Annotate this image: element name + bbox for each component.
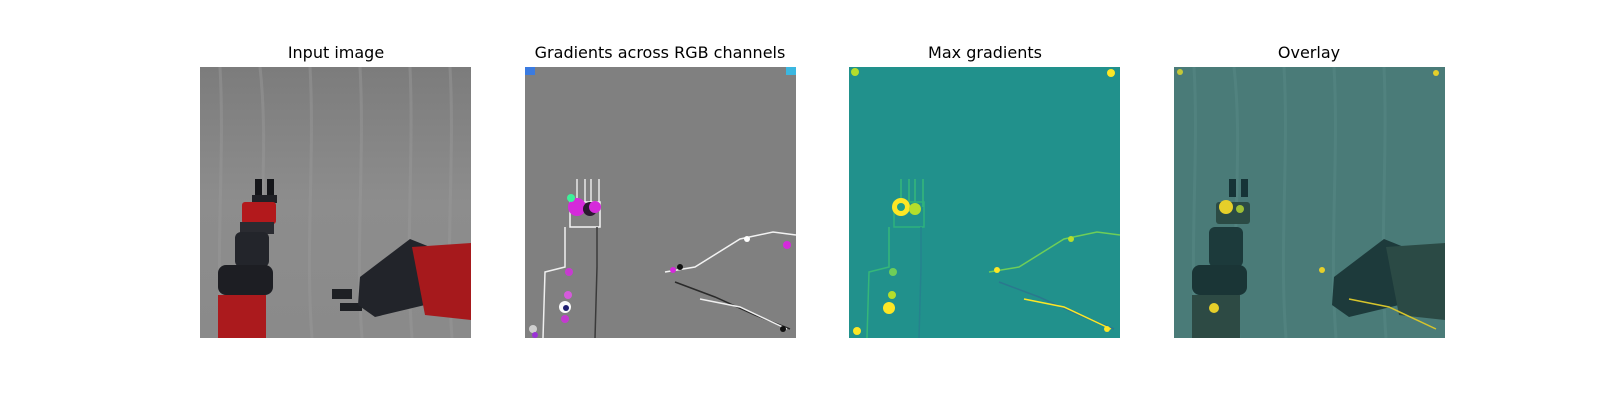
overlay-title: Overlay [1277,43,1341,62]
rgb-gradients-image [525,67,796,338]
overlay-image [1174,67,1445,338]
input-image-title: Input image [287,43,385,62]
max-gradients-title: Max gradients [928,43,1042,62]
max-gradients-image [849,67,1120,338]
rgb-gradients-title: Gradients across RGB channels [534,43,786,62]
input-image [200,67,471,338]
